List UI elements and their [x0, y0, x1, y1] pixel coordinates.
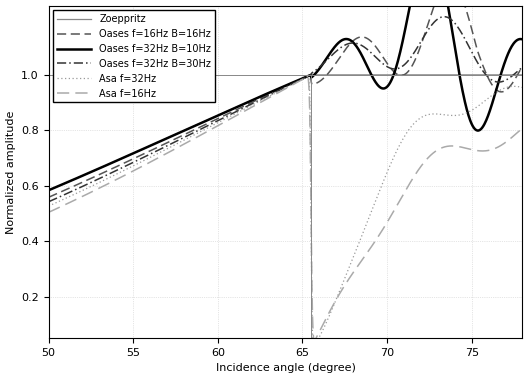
Asa f=16Hz: [311, 338, 317, 343]
Line: Oases f=16Hz B=16Hz: Oases f=16Hz B=16Hz: [49, 0, 522, 197]
Zoeppritz: [74, 175, 81, 180]
Oases f=16Hz B=16Hz: [405, 69, 411, 74]
Oases f=32Hz B=10Hz: [347, 38, 354, 42]
X-axis label: Incidence angle (degree): Incidence angle (degree): [215, 363, 355, 373]
Oases f=32Hz B=30Hz: [454, 24, 460, 28]
Oases f=32Hz B=10Hz: [45, 188, 52, 193]
Oases f=16Hz B=16Hz: [74, 182, 81, 187]
Oases f=16Hz B=16Hz: [333, 60, 340, 65]
Oases f=16Hz B=16Hz: [45, 195, 52, 199]
Oases f=32Hz B=30Hz: [519, 65, 525, 70]
Oases f=32Hz B=10Hz: [519, 37, 525, 42]
Asa f=32Hz: [322, 323, 328, 328]
Asa f=16Hz: [406, 182, 412, 186]
Oases f=32Hz B=30Hz: [441, 14, 447, 19]
Asa f=16Hz: [348, 273, 355, 277]
Oases f=32Hz B=10Hz: [454, 60, 460, 64]
Zoeppritz: [321, 72, 327, 77]
Oases f=32Hz B=30Hz: [333, 49, 340, 53]
Oases f=32Hz B=30Hz: [320, 61, 327, 66]
Asa f=16Hz: [519, 127, 525, 131]
Zoeppritz: [334, 72, 340, 77]
Asa f=32Hz: [305, 74, 312, 79]
Line: Asa f=16Hz: Asa f=16Hz: [49, 77, 522, 341]
Asa f=32Hz: [310, 343, 317, 348]
Oases f=32Hz B=10Hz: [74, 175, 81, 180]
Oases f=32Hz B=30Hz: [347, 41, 354, 45]
Line: Zoeppritz: Zoeppritz: [49, 75, 522, 190]
Zoeppritz: [454, 72, 460, 77]
Oases f=32Hz B=10Hz: [320, 60, 327, 65]
Oases f=16Hz B=16Hz: [347, 41, 354, 45]
Oases f=32Hz B=10Hz: [405, 13, 411, 18]
Asa f=32Hz: [334, 294, 341, 299]
Line: Oases f=32Hz B=10Hz: Oases f=32Hz B=10Hz: [49, 0, 522, 190]
Legend: Zoeppritz, Oases f=16Hz B=16Hz, Oases f=32Hz B=10Hz, Oases f=32Hz B=30Hz, Asa f=: Zoeppritz, Oases f=16Hz B=16Hz, Oases f=…: [53, 10, 215, 102]
Asa f=16Hz: [74, 196, 81, 201]
Line: Asa f=32Hz: Asa f=32Hz: [49, 77, 522, 345]
Oases f=32Hz B=30Hz: [45, 199, 52, 204]
Asa f=32Hz: [45, 204, 52, 208]
Asa f=32Hz: [519, 85, 525, 90]
Asa f=32Hz: [406, 127, 412, 132]
Line: Oases f=32Hz B=30Hz: Oases f=32Hz B=30Hz: [49, 17, 522, 202]
Zoeppritz: [348, 72, 354, 77]
Y-axis label: Normalized amplitude: Normalized amplitude: [6, 110, 15, 233]
Oases f=32Hz B=30Hz: [74, 186, 81, 191]
Oases f=16Hz B=16Hz: [320, 76, 327, 80]
Oases f=32Hz B=30Hz: [405, 59, 411, 63]
Asa f=16Hz: [334, 295, 341, 300]
Asa f=16Hz: [322, 318, 328, 323]
Asa f=32Hz: [74, 191, 81, 195]
Zoeppritz: [45, 188, 52, 193]
Zoeppritz: [519, 72, 525, 77]
Oases f=32Hz B=10Hz: [333, 43, 340, 47]
Asa f=16Hz: [45, 210, 52, 214]
Asa f=16Hz: [304, 75, 310, 79]
Asa f=32Hz: [455, 113, 461, 117]
Zoeppritz: [308, 72, 315, 77]
Asa f=16Hz: [455, 144, 461, 149]
Zoeppritz: [406, 72, 412, 77]
Asa f=32Hz: [348, 259, 355, 263]
Oases f=16Hz B=16Hz: [519, 64, 525, 69]
